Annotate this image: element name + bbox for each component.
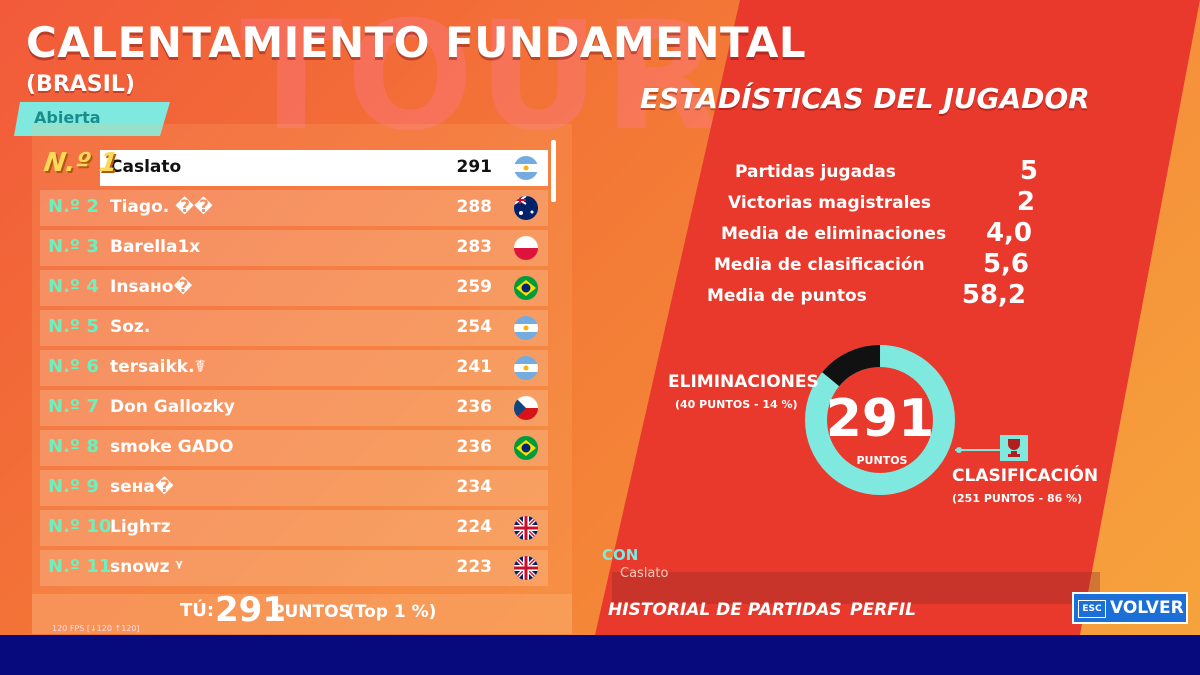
row-player-name: Caslato xyxy=(110,157,182,177)
clasificacion-subtitle: (251 PUNTOS - 86 %) xyxy=(952,492,1083,505)
stat-value: 2 xyxy=(1016,187,1035,217)
con-player-name: Caslato xyxy=(620,566,669,581)
leaderboard-scrollbar[interactable] xyxy=(551,140,556,202)
fps-counter: 120 FPS [↓120 ↑120] xyxy=(52,624,140,633)
row-points: 254 xyxy=(456,317,493,337)
row-player-name: Tiago. �� xyxy=(110,197,213,217)
trophy-icon xyxy=(1000,435,1028,461)
stat-label: Partidas jugadas xyxy=(735,162,896,182)
flag-brazil-icon xyxy=(514,436,538,460)
division-badge-label: Abierta xyxy=(34,108,101,127)
clasificacion-title: CLASIFICACIÓN xyxy=(952,466,1099,486)
flag-argentina-icon xyxy=(514,156,538,180)
leaderboard-row[interactable]: N.º 5 Soz. 254 xyxy=(40,310,548,346)
flag-argentina-icon xyxy=(514,356,538,380)
row-rank: N.º 3 xyxy=(48,236,99,257)
eliminaciones-title: ELIMINACIONES xyxy=(668,372,819,392)
leaderboard-row[interactable]: N.º 7 Don Gallozky 236 xyxy=(40,390,548,426)
your-score-rank: (Top 1 %) xyxy=(347,602,437,622)
stat-label: Media de clasificación xyxy=(714,255,925,275)
row-player-name: Lighтz xyxy=(110,517,171,537)
bottom-bar xyxy=(0,635,1200,675)
row-player-name: smoke GADO xyxy=(110,437,234,457)
row-rank: N.º 6 xyxy=(48,356,99,377)
row-player-name: Barella1x xyxy=(110,237,201,257)
donut-total-label: PUNTOS xyxy=(857,454,908,467)
eliminaciones-subtitle: (40 PUNTOS - 14 %) xyxy=(675,398,798,411)
row-rank: N.º 10 xyxy=(48,516,112,537)
flag-brazil-icon xyxy=(514,276,538,300)
footer-bar xyxy=(612,572,1100,604)
leaderboard-panel xyxy=(32,124,572,634)
row-player-name: tersaikk.☤ xyxy=(110,357,206,377)
flag-poland-icon xyxy=(514,236,538,260)
profile-link[interactable]: PERFIL xyxy=(850,600,916,620)
stat-value: 5 xyxy=(1019,156,1038,186)
stats-title: ESTADÍSTICAS DEL JUGADOR xyxy=(640,82,1090,115)
back-button[interactable]: ESC VOLVER xyxy=(1072,592,1188,624)
row-player-name: Insано� xyxy=(110,277,193,297)
row-rank: N.º 8 xyxy=(48,436,99,457)
row-player-name: Soz. xyxy=(110,317,151,337)
page-subtitle: (BRASIL) xyxy=(26,72,135,97)
stat-label: Victorias magistrales xyxy=(728,193,932,213)
leaderboard-row[interactable]: N.º 3 Barella1x 283 xyxy=(40,230,548,266)
donut-total: 291 xyxy=(826,389,935,449)
leaderboard-row[interactable]: N.º 9 seнa� 234 xyxy=(40,470,548,506)
your-score-bar xyxy=(32,594,572,634)
your-score-unit: PUNTOS xyxy=(272,602,351,622)
row-rank-first: N.º 1 xyxy=(41,148,120,178)
row-rank: N.º 5 xyxy=(48,316,99,337)
row-points: 288 xyxy=(456,197,493,217)
leaderboard-row[interactable]: N.º 11 snowz ᵞ 223 xyxy=(40,550,548,586)
esc-key-icon: ESC xyxy=(1078,600,1106,618)
stat-label: Media de eliminaciones xyxy=(721,224,947,244)
row-points: 283 xyxy=(456,237,493,257)
row-rank: N.º 7 xyxy=(48,396,99,417)
stat-value: 4,0 xyxy=(985,218,1032,248)
leaderboard-row[interactable]: N.º 10 Lighтz 224 xyxy=(40,510,548,546)
row-rank: N.º 11 xyxy=(48,556,112,577)
leaderboard-row[interactable]: N.º 2 Tiago. �� 288 xyxy=(40,190,548,226)
page-title: CALENTAMIENTO FUNDAMENTAL xyxy=(26,18,807,67)
leaderboard-row[interactable]: N.º 4 Insано� 259 xyxy=(40,270,548,306)
row-points: 234 xyxy=(456,477,493,497)
connector-line xyxy=(955,447,1001,453)
back-button-label: VOLVER xyxy=(1110,598,1184,618)
flag-czech-icon xyxy=(514,396,538,420)
row-rank: N.º 4 xyxy=(48,276,99,297)
leaderboard-row[interactable]: N.º 6 tersaikk.☤ 241 xyxy=(40,350,548,386)
row-player-name: Don Gallozky xyxy=(110,397,235,417)
row-player-name: snowz ᵞ xyxy=(110,557,183,577)
stat-value: 5,6 xyxy=(982,249,1029,279)
flag-argentina-icon xyxy=(514,316,538,340)
row-points: 259 xyxy=(456,277,493,297)
your-score-points: 291 xyxy=(215,590,286,630)
row-points: 291 xyxy=(456,157,493,177)
stat-label: Media de puntos xyxy=(707,286,867,306)
match-history-link[interactable]: HISTORIAL DE PARTIDAS xyxy=(608,600,842,620)
leaderboard-row[interactable]: N.º 8 smoke GADO 236 xyxy=(40,430,548,466)
row-points: 236 xyxy=(456,397,493,417)
row-points: 241 xyxy=(456,357,493,377)
row-points: 224 xyxy=(456,517,493,537)
con-label: CON xyxy=(602,546,639,564)
flag-uk-icon xyxy=(514,516,538,540)
row-rank: N.º 9 xyxy=(48,476,99,497)
flag-uk-icon xyxy=(514,556,538,580)
row-player-name: seнa� xyxy=(110,477,174,497)
stat-value: 58,2 xyxy=(961,280,1026,310)
leaderboard-row[interactable]: Caslato 291 xyxy=(100,150,548,186)
your-score-label: TÚ: xyxy=(180,600,215,621)
points-donut-chart: 291 PUNTOS xyxy=(805,345,955,496)
row-rank: N.º 2 xyxy=(48,196,99,217)
row-points: 223 xyxy=(456,557,493,577)
division-badge: Abierta xyxy=(14,102,170,136)
row-points: 236 xyxy=(456,437,493,457)
flag-australia-icon xyxy=(514,196,538,220)
